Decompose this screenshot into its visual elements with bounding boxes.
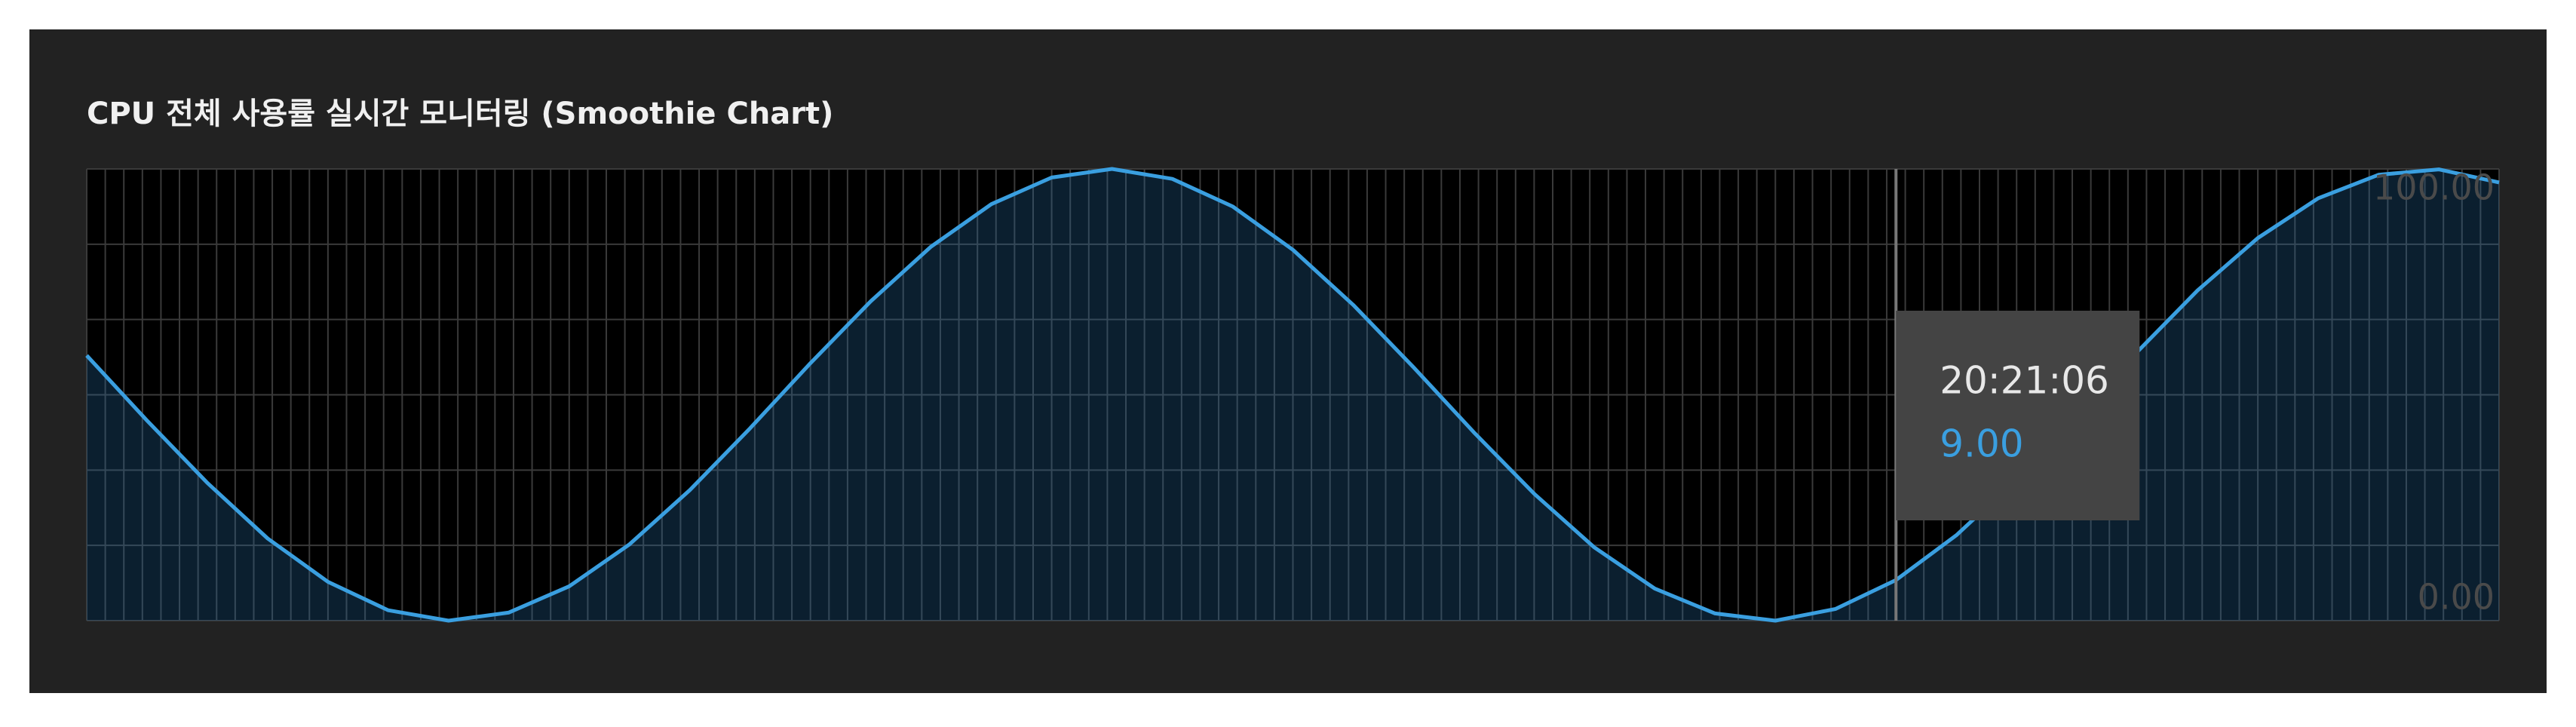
y-tick-label: 100.00 [2373,167,2495,208]
y-tick-label: 0.00 [2418,577,2495,618]
tooltip-time: 20:21:06 [1940,359,2109,403]
tooltip-value: 9.00 [1940,422,2023,466]
tooltip-box [1896,311,2140,520]
series-area [87,169,2499,621]
chart-title: CPU 전체 사용률 실시간 모니터링 (Smoothie Chart) [87,97,833,131]
